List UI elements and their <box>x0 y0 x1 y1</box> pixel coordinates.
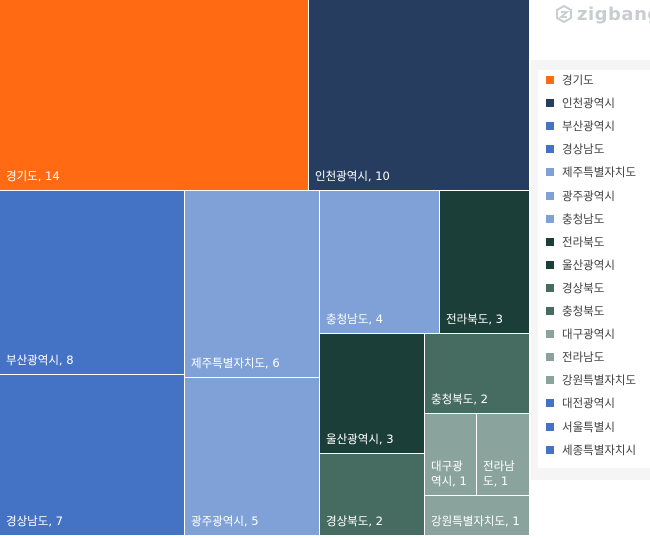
legend-label: 광주광역시 <box>562 188 615 203</box>
treemap-tile: 제주특별자치도, 6 <box>185 191 320 378</box>
legend-swatch <box>546 445 554 454</box>
treemap-chart: 경기도, 14 인천광역시, 10 부산광역시, 8 경상남도, 7 제주특별자치도, … <box>0 0 530 536</box>
legend-swatch <box>546 422 554 431</box>
treemap-tile: 대구광 역시, 1 <box>425 414 477 496</box>
treemap-tile-label: 경기도, 14 <box>6 169 60 183</box>
legend-label: 충청남도 <box>562 211 605 226</box>
treemap-tile-label: 제주특별자치도, 6 <box>191 356 280 370</box>
legend-item: 대전광역시 <box>546 393 615 413</box>
legend-item: 전라남도 <box>546 347 604 367</box>
legend-item: 경기도 <box>546 70 594 90</box>
treemap-tile: 충청북도, 2 <box>425 334 530 414</box>
brand-logo: zigbang <box>555 3 650 25</box>
legend-item: 대구광역시 <box>546 324 615 344</box>
treemap-tile-label: 충청남도, 4 <box>326 312 383 326</box>
treemap-tile-label: 대구광 역시, 1 <box>431 459 467 488</box>
legend-item: 경상남도 <box>546 139 604 159</box>
legend-label: 경상남도 <box>562 142 605 157</box>
legend-swatch <box>546 237 554 246</box>
brand-name: zigbang <box>577 3 650 25</box>
treemap-tile-label: 전라남 도, 1 <box>483 459 515 488</box>
legend-swatch <box>546 191 554 200</box>
treemap-tile-label: 충청북도, 2 <box>431 392 488 406</box>
legend-item: 서울특별시 <box>546 417 615 437</box>
legend-label: 세종특별자치시 <box>562 442 637 457</box>
treemap-tile-label: 전라북도, 3 <box>446 312 503 326</box>
treemap-tile: 강원특별자치도, 1 <box>425 496 530 536</box>
legend-item: 충청북도 <box>546 301 604 321</box>
treemap-tile: 인천광역시, 10 <box>309 0 530 191</box>
legend-swatch <box>546 76 554 84</box>
treemap-tile-label: 광주광역시, 5 <box>191 514 259 528</box>
treemap-tile: 충청남도, 4 <box>320 191 440 334</box>
legend-item: 세종특별자치시 <box>546 440 636 460</box>
treemap-tile: 경기도, 14 <box>0 0 309 191</box>
treemap-tile: 경상북도, 2 <box>320 454 425 536</box>
treemap-tile: 광주광역시, 5 <box>185 378 320 536</box>
legend-swatch <box>546 99 554 108</box>
legend-swatch <box>546 214 554 223</box>
legend-item: 제주특별자치도 <box>546 162 636 182</box>
treemap-tile: 전라남 도, 1 <box>477 414 530 496</box>
legend-label: 충청북도 <box>562 304 605 318</box>
legend-swatch <box>546 376 554 385</box>
legend-label: 대구광역시 <box>562 327 615 342</box>
legend-swatch <box>546 330 554 339</box>
legend-label: 부산광역시 <box>562 119 615 134</box>
legend-item: 인천광역시 <box>546 93 615 113</box>
treemap-tile-label: 인천광역시, 10 <box>315 169 390 183</box>
legend-label: 서울특별시 <box>562 419 615 434</box>
legend-item: 경상북도 <box>546 278 604 298</box>
legend-item: 강원특별자치도 <box>546 370 636 390</box>
treemap-tile: 경상남도, 7 <box>0 375 185 536</box>
legend-label: 대전광역시 <box>562 396 615 411</box>
treemap-tile: 울산광역시, 3 <box>320 334 425 454</box>
legend-swatch <box>546 353 554 362</box>
legend-item: 울산광역시 <box>546 255 615 275</box>
treemap-tile-label: 경상북도, 2 <box>326 514 383 528</box>
treemap-tile-label: 강원특별자치도, 1 <box>431 514 520 528</box>
zigbang-logo-icon <box>556 5 572 23</box>
legend-swatch <box>546 307 554 315</box>
legend-label: 경상북도 <box>562 280 605 295</box>
legend-label: 인천광역시 <box>562 96 615 111</box>
legend-item: 충청남도 <box>546 209 604 229</box>
treemap-tile-label: 경상남도, 7 <box>6 514 63 528</box>
legend-swatch <box>546 122 554 131</box>
legend-label: 경기도 <box>562 73 594 87</box>
legend-label: 전라남도 <box>562 350 605 365</box>
legend-label: 강원특별자치도 <box>562 373 637 388</box>
legend-swatch <box>546 145 554 154</box>
treemap-tile: 전라북도, 3 <box>440 191 530 334</box>
legend-label: 울산광역시 <box>562 257 615 272</box>
legend-label: 전라북도 <box>562 234 605 249</box>
treemap-tile-label: 부산광역시, 8 <box>6 353 74 367</box>
legend-swatch <box>546 168 554 177</box>
legend-item: 전라북도 <box>546 232 604 252</box>
treemap-tile: 부산광역시, 8 <box>0 191 185 375</box>
legend-swatch <box>546 260 554 269</box>
legend-item: 부산광역시 <box>546 116 615 136</box>
legend-item: 광주광역시 <box>546 186 615 206</box>
treemap-tile-label: 울산광역시, 3 <box>326 432 394 446</box>
legend-label: 제주특별자치도 <box>562 165 637 180</box>
legend-swatch <box>546 399 554 408</box>
legend-swatch <box>546 283 554 292</box>
